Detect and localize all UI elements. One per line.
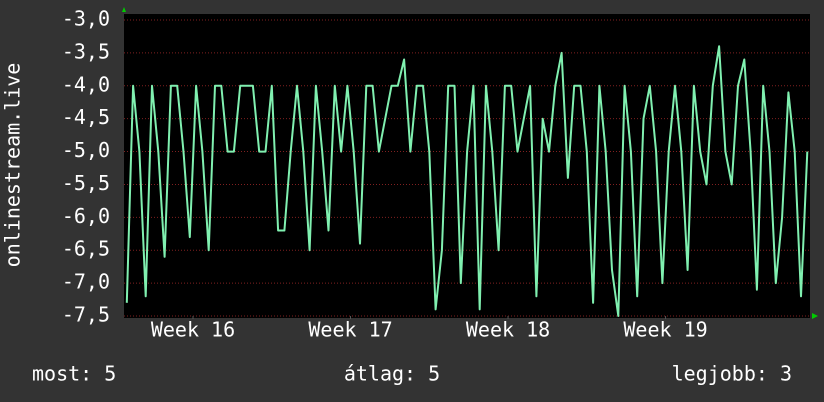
x-tick-label: Week 17	[308, 318, 392, 342]
stat-current: most: 5	[32, 362, 116, 386]
x-tick-label: Week 19	[623, 318, 707, 342]
stat-average: átlag: 5	[344, 362, 440, 386]
y-tick-label: -3,0	[62, 7, 110, 31]
y-tick-label: -7,5	[62, 303, 110, 327]
y-tick-label: -6,0	[62, 204, 110, 228]
x-tick-label: Week 16	[151, 318, 235, 342]
y-tick-label: -4,5	[62, 105, 110, 129]
data-line	[125, 45, 809, 317]
y-tick-label: -6,5	[62, 237, 110, 261]
y-tick-label: -5,0	[62, 138, 110, 162]
y-tick-label: -3,5	[62, 39, 110, 63]
y-tick-label: -7,0	[62, 270, 110, 294]
y-axis-label: onlinestream.live	[1, 63, 25, 268]
x-tick-label: Week 18	[466, 318, 550, 342]
y-tick-label: -4,0	[62, 72, 110, 96]
y-axis-arrow	[122, 7, 126, 12]
stat-best: legjobb: 3	[672, 362, 792, 386]
x-axis-arrow	[812, 313, 818, 319]
y-tick-label: -5,5	[62, 171, 110, 195]
